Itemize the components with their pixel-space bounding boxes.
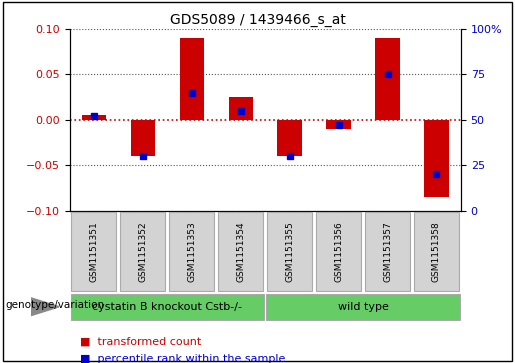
Bar: [316, 212, 361, 290]
Text: genotype/variation: genotype/variation: [5, 300, 104, 310]
Text: GSM1151352: GSM1151352: [139, 221, 147, 282]
Bar: [71, 294, 264, 320]
Bar: [218, 212, 263, 290]
Text: GSM1151358: GSM1151358: [432, 221, 441, 282]
Text: GSM1151351: GSM1151351: [90, 221, 98, 282]
Text: GSM1151353: GSM1151353: [187, 221, 196, 282]
Bar: [327, 120, 351, 129]
Bar: [131, 120, 155, 156]
Bar: [266, 294, 460, 320]
Text: cystatin B knockout Cstb-/-: cystatin B knockout Cstb-/-: [92, 302, 243, 312]
Bar: [375, 38, 400, 120]
Bar: [169, 212, 214, 290]
Bar: [72, 212, 116, 290]
Text: GSM1151355: GSM1151355: [285, 221, 294, 282]
Bar: [365, 212, 410, 290]
Bar: [278, 120, 302, 156]
Bar: [414, 212, 459, 290]
Text: GSM1151356: GSM1151356: [334, 221, 343, 282]
Text: ■  percentile rank within the sample: ■ percentile rank within the sample: [80, 354, 285, 363]
Text: GDS5089 / 1439466_s_at: GDS5089 / 1439466_s_at: [169, 13, 346, 27]
Bar: [424, 120, 449, 197]
Polygon shape: [31, 298, 59, 315]
Bar: [267, 212, 312, 290]
Text: GSM1151354: GSM1151354: [236, 221, 245, 282]
Bar: [180, 38, 204, 120]
Bar: [121, 212, 165, 290]
Text: ■  transformed count: ■ transformed count: [80, 336, 201, 346]
Bar: [229, 97, 253, 120]
Text: wild type: wild type: [338, 302, 388, 312]
Text: GSM1151357: GSM1151357: [383, 221, 392, 282]
Bar: [82, 115, 106, 120]
